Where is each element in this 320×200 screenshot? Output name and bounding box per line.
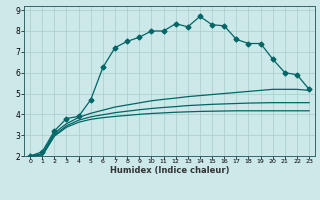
X-axis label: Humidex (Indice chaleur): Humidex (Indice chaleur): [110, 166, 229, 175]
